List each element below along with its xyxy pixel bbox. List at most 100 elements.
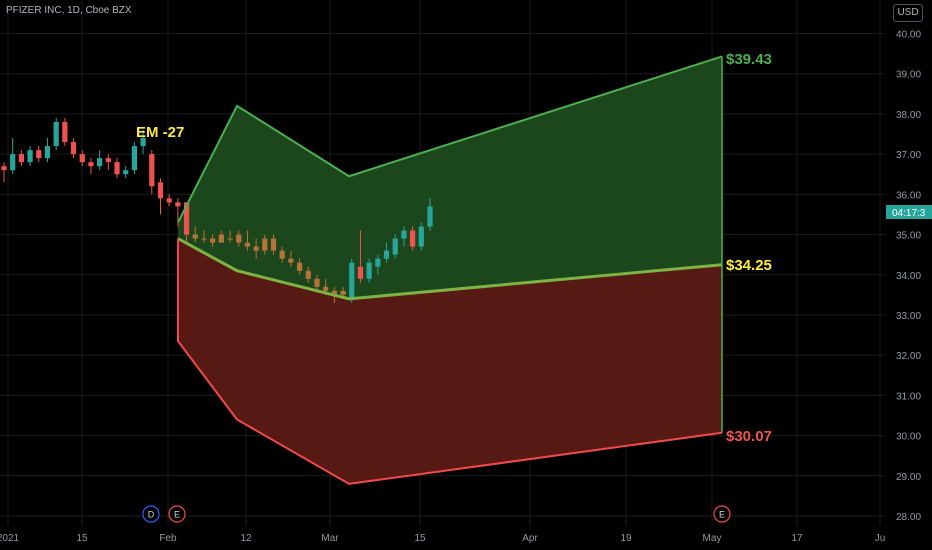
candle-body — [27, 150, 33, 163]
candle-body — [88, 162, 94, 167]
candle-body — [349, 262, 355, 299]
currency-button[interactable]: USD — [893, 4, 923, 22]
y-tick-label: 33.00 — [896, 311, 921, 322]
x-tick-label: 2021 — [0, 533, 20, 544]
y-tick-label: 36.00 — [896, 190, 921, 201]
candle-body — [366, 262, 372, 279]
x-tick-label: 15 — [76, 533, 88, 544]
y-axis: 40.00 39.00 38.00 37.00 36.00 35.00 34.00 33.00… — [896, 30, 921, 524]
x-tick-label: Apr — [522, 533, 538, 544]
upper-target-label: $39.43 — [726, 51, 772, 68]
candle-body — [305, 270, 311, 279]
candle-body — [410, 230, 416, 247]
candle-body — [62, 121, 68, 143]
y-tick-label: 30.00 — [896, 432, 921, 443]
event-marker-d[interactable]: D — [142, 505, 160, 523]
candlestick-series — [1, 117, 433, 303]
event-marker-circle — [168, 505, 186, 523]
x-tick-label: 15 — [414, 533, 426, 544]
x-tick-label: 17 — [791, 533, 803, 544]
candle-body — [18, 154, 24, 163]
x-tick-label: Mar — [321, 533, 339, 544]
candle-body — [253, 246, 259, 251]
mid-line — [177, 237, 723, 301]
y-tick-label: 31.00 — [896, 391, 921, 402]
candle-body — [279, 250, 285, 259]
y-tick-label: 37.00 — [896, 150, 921, 161]
candle-body — [114, 162, 120, 175]
candle-body — [44, 146, 51, 159]
candle-body — [97, 158, 103, 167]
event-marker-label: E — [174, 510, 180, 520]
y-tick-label: 28.00 — [896, 512, 921, 523]
candle-body — [401, 230, 407, 239]
x-tick-label: 19 — [620, 533, 632, 544]
candle-body — [210, 238, 216, 243]
candle-body — [262, 238, 268, 251]
y-tick-label: 38.00 — [896, 110, 921, 121]
candle-body — [1, 166, 7, 171]
candle-body — [270, 238, 277, 251]
candle-body — [166, 198, 172, 203]
candle-body — [36, 150, 42, 159]
candle-body — [70, 142, 77, 155]
x-tick-label: Ju — [875, 533, 886, 544]
candle-body — [123, 170, 129, 175]
candle-body — [331, 290, 337, 295]
candle-body — [192, 234, 198, 239]
event-marker-e[interactable]: E — [168, 505, 186, 523]
x-tick-label: Feb — [159, 533, 177, 544]
event-marker-circle — [713, 505, 731, 523]
em-label: EM -27 — [136, 124, 184, 141]
event-marker-e[interactable]: E — [713, 505, 731, 523]
upper-area-polygon — [178, 56, 722, 299]
upper-expected-move-area — [178, 56, 722, 299]
candle-body — [140, 138, 146, 147]
candle-body — [418, 226, 424, 247]
y-tick-label: 34.00 — [896, 271, 921, 282]
candle-body — [427, 206, 433, 227]
candle-body — [288, 258, 294, 263]
candle-body — [183, 202, 190, 235]
candle-body — [157, 182, 164, 199]
candle-body — [357, 266, 364, 279]
y-tick-label: 32.00 — [896, 351, 921, 362]
x-tick-label: May — [703, 533, 722, 544]
candle-body — [175, 202, 181, 207]
candle-body — [383, 250, 390, 259]
x-tick-label: 12 — [240, 533, 252, 544]
candle-body — [53, 121, 59, 147]
current-price-badge — [886, 205, 932, 219]
y-tick-label: 29.00 — [896, 472, 921, 483]
candle-body — [244, 242, 251, 247]
candle-body — [218, 234, 224, 243]
candle-body — [201, 238, 207, 240]
candle-body — [314, 278, 320, 287]
candle-body — [375, 258, 381, 267]
candle-body — [131, 146, 138, 171]
candle-body — [105, 158, 111, 163]
y-tick-label: 39.00 — [896, 70, 921, 81]
current-price-time: 04:17:3 — [892, 208, 926, 219]
candle-body — [79, 154, 85, 163]
lower-line — [177, 238, 723, 485]
lower-expected-move-area — [178, 238, 722, 484]
candle-body — [10, 154, 16, 171]
event-marker-label: E — [719, 510, 725, 520]
candle-body — [323, 286, 329, 291]
candle-body — [236, 234, 242, 243]
event-marker-circle — [142, 505, 160, 523]
candle-body — [392, 238, 398, 255]
candle-body — [296, 262, 303, 271]
candle-body — [149, 154, 155, 187]
mid-target-label: $34.25 — [726, 257, 772, 274]
expected-move-lines — [177, 55, 723, 485]
symbol-header[interactable]: PFIZER INC, 1D, Cboe BZX — [6, 5, 132, 16]
lower-target-label: $30.07 — [726, 428, 772, 445]
y-tick-label: 40.00 — [896, 30, 921, 41]
upper-line — [177, 55, 723, 223]
lower-area-polygon — [178, 238, 722, 484]
event-marker-label: D — [148, 510, 155, 520]
